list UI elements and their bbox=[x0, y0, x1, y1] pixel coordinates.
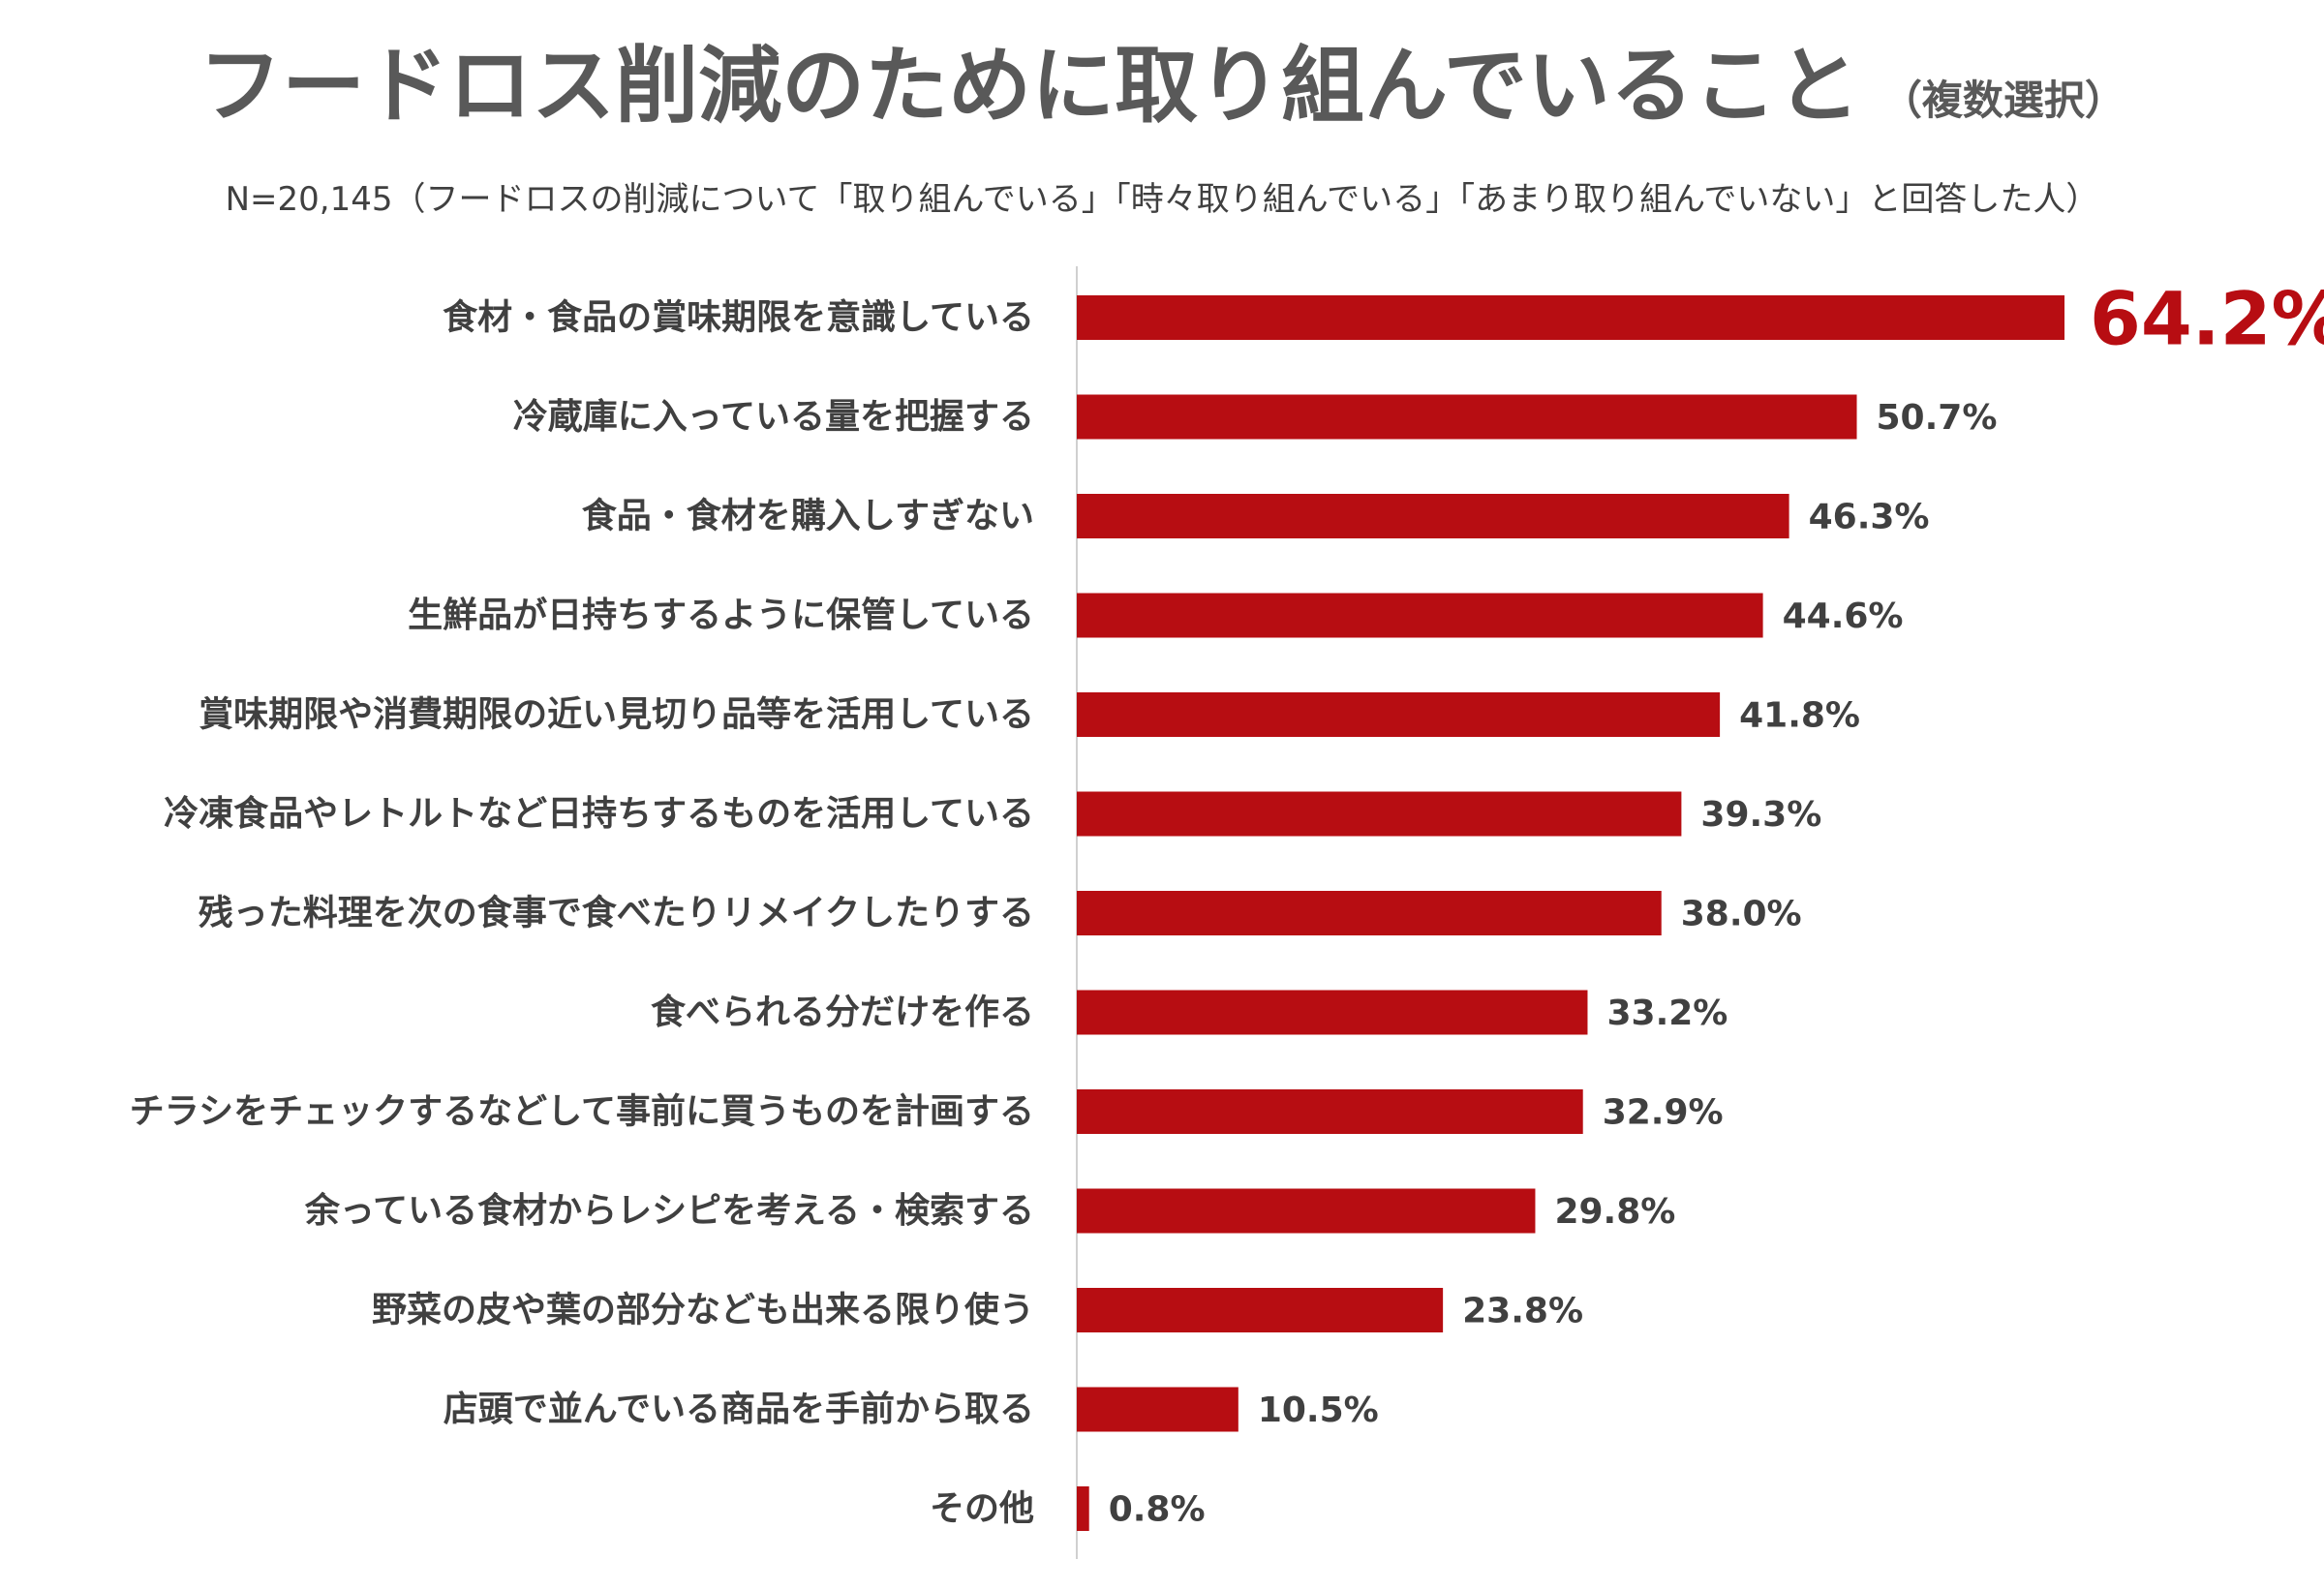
bar bbox=[1077, 791, 1682, 837]
bar bbox=[1077, 295, 2064, 340]
value-label: 64.2% bbox=[2090, 276, 2324, 362]
category-label: 残った料理を次の食事で食べたりリメイクしたりする bbox=[199, 894, 1034, 933]
bar bbox=[1077, 394, 1857, 440]
category-label: 生鮮品が日持ちするように保管している bbox=[408, 596, 1034, 635]
category-label: 食品・食材を購入しすぎない bbox=[582, 497, 1034, 536]
bar bbox=[1077, 1387, 1238, 1432]
bar bbox=[1077, 1288, 1444, 1332]
value-label: 23.8% bbox=[1462, 1292, 1583, 1331]
category-label: 食材・食品の賞味期限を意識している bbox=[443, 298, 1034, 338]
value-label: 38.0% bbox=[1681, 895, 1802, 934]
bar bbox=[1077, 891, 1662, 935]
chart-subtitle: N=20,145（フードロスの削減について「取り組んでいる」「時々取り組んでいる… bbox=[225, 180, 2099, 219]
bars-group: 食材・食品の賞味期限を意識している 64.2% 冷蔵庫に入っている量を把握する 50.… bbox=[130, 276, 2324, 1531]
bar bbox=[1077, 1188, 1536, 1234]
category-label: 余っている食材からレシピを考える・検索する bbox=[304, 1190, 1034, 1231]
category-label: その他 bbox=[930, 1489, 1034, 1529]
value-label: 10.5% bbox=[1258, 1391, 1379, 1430]
category-label: 店頭で並んでいる商品を手前から取る bbox=[443, 1390, 1034, 1429]
value-label: 0.8% bbox=[1109, 1490, 1206, 1530]
category-label: 冷蔵庫に入っている量を把握する bbox=[513, 397, 1034, 437]
bar bbox=[1077, 990, 1588, 1035]
value-label: 39.3% bbox=[1700, 795, 1821, 835]
category-label: 野菜の皮や葉の部分なども出来る限り使う bbox=[372, 1291, 1034, 1330]
category-label: 冷凍食品やレトルトなど日持ちするものを活用している bbox=[164, 794, 1034, 834]
chart-title-note: （複数選択） bbox=[1881, 76, 2125, 124]
value-label: 29.8% bbox=[1554, 1192, 1675, 1232]
category-label: 賞味期限や消費期限の近い見切り品等を活用している bbox=[199, 695, 1034, 735]
value-label: 46.3% bbox=[1809, 498, 1930, 537]
value-label: 44.6% bbox=[1783, 596, 1904, 636]
bar bbox=[1077, 593, 1763, 638]
value-label: 41.8% bbox=[1739, 696, 1860, 736]
bar bbox=[1077, 1486, 1089, 1531]
bar bbox=[1077, 1089, 1583, 1134]
chart-title-text: フードロス削減のために取り組んでいること bbox=[199, 38, 1860, 135]
value-label: 32.9% bbox=[1603, 1093, 1724, 1133]
bar bbox=[1077, 494, 1789, 538]
category-label: チラシをチェックするなどして事前に買うものを計画する bbox=[130, 1092, 1034, 1132]
bar bbox=[1077, 692, 1721, 737]
value-label: 50.7% bbox=[1877, 398, 1998, 438]
category-label: 食べられる分だけを作る bbox=[651, 993, 1034, 1032]
chart-title: フードロス削減のために取り組んでいること （複数選択） bbox=[0, 37, 2324, 137]
value-label: 33.2% bbox=[1606, 994, 1728, 1033]
